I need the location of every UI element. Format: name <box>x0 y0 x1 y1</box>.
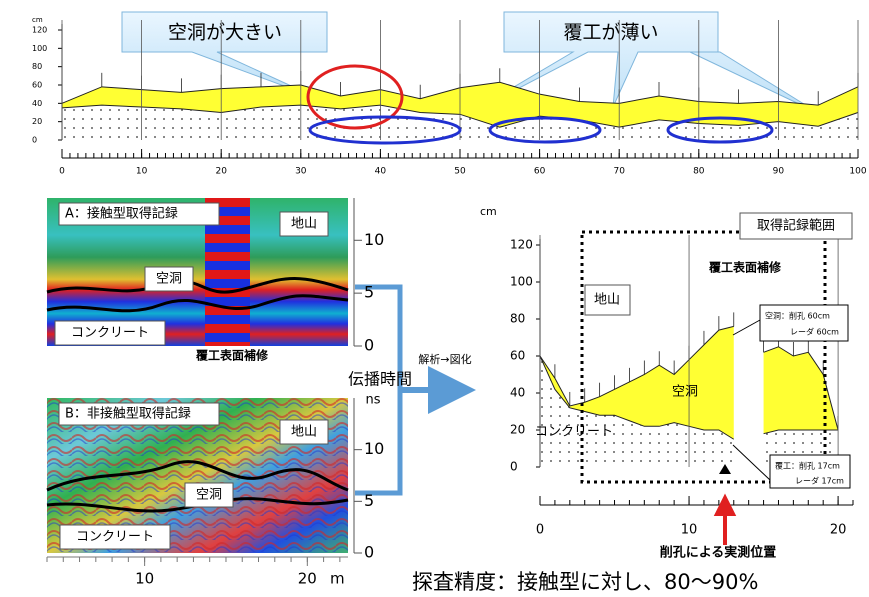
label-box <box>279 211 329 237</box>
x-tick-label: 10 <box>681 523 698 538</box>
y-tick-label: 120 <box>510 238 533 252</box>
y-tick-label: 0 <box>510 460 518 474</box>
y-tick-label: 20 <box>510 423 525 437</box>
caption: 探査精度：接触型に対し、80～90% <box>412 570 758 594</box>
y-tick-label: 80 <box>510 312 525 326</box>
note-box <box>769 454 851 489</box>
region-label: 地山 <box>291 425 317 440</box>
y-tick-label: 120 <box>32 26 47 35</box>
label-box <box>279 419 329 445</box>
label-box <box>59 524 171 550</box>
label-box <box>739 212 853 240</box>
x-tick-label: 80 <box>693 167 705 177</box>
label-box <box>184 482 234 508</box>
x-tick-label: 10 <box>136 167 148 177</box>
lining-fill <box>540 326 734 440</box>
callout: 空洞が大きい <box>121 11 328 101</box>
y-tick-label: 10 <box>364 230 384 249</box>
x-tick-label: 100 <box>849 167 866 177</box>
trace <box>46 460 349 492</box>
x-tick-label: 50 <box>454 167 466 177</box>
label-box <box>144 266 194 292</box>
note: レーダ 60cm <box>790 327 839 337</box>
leader <box>732 319 761 336</box>
y-tick-label: 100 <box>510 275 533 289</box>
lining-fill <box>763 346 839 434</box>
label-box <box>58 202 220 226</box>
chart-title: 覆工表面補修 <box>708 260 782 275</box>
panel-title: A：接触型取得記録 <box>65 206 178 222</box>
region-label: 地山 <box>594 293 620 308</box>
highlight <box>488 116 602 144</box>
region-label: 取得記録範囲 <box>757 218 835 234</box>
y-tick-label: 0 <box>364 336 374 355</box>
y-tick-label: 60 <box>32 81 42 90</box>
callout-text: 空洞が大きい <box>168 22 282 44</box>
y-tick-label: 0 <box>32 136 37 145</box>
y-tick-label: 5 <box>364 491 374 510</box>
x-tick-label: 60 <box>534 167 546 177</box>
region-label: コンクリート <box>76 530 154 545</box>
region-label: コンクリート <box>535 425 613 440</box>
y-tick-label: 10 <box>364 439 384 458</box>
highlight <box>306 64 404 130</box>
trace <box>46 294 349 313</box>
note-box <box>759 304 849 342</box>
x-tick-label: 10 <box>135 570 154 588</box>
y-tick-label: 20 <box>32 117 42 126</box>
x-tick-label: 20 <box>830 523 847 538</box>
x-tick-label: 20 <box>215 167 227 177</box>
panel-title: B：非接触型取得記録 <box>65 406 191 422</box>
note: レーダ 17cm <box>795 476 844 486</box>
label-box <box>54 320 166 346</box>
x-tick-label: 70 <box>613 167 625 177</box>
highlight <box>308 115 462 145</box>
note: 覆工：削孔 17cm <box>775 461 840 471</box>
y-tick-label: 5 <box>364 283 374 302</box>
x-tick-label: 40 <box>375 167 387 177</box>
note: 空洞：削孔 60cm <box>765 311 830 321</box>
y-tick-label: 80 <box>32 62 42 71</box>
concrete-fill <box>540 356 734 467</box>
region-label: 地山 <box>291 217 317 232</box>
arrow-label: 解析→図化 <box>418 352 471 366</box>
region-label: 空洞 <box>196 488 222 503</box>
x-tick-label: 0 <box>59 167 65 177</box>
series-line <box>539 355 735 440</box>
x-tick-label: 20 <box>298 570 317 588</box>
series-line <box>539 325 734 407</box>
marker-label: 削孔による実測位置 <box>660 545 777 561</box>
x-tick-label: 90 <box>773 167 785 177</box>
marker <box>719 464 731 474</box>
region-label: 空洞 <box>672 385 698 400</box>
x-tick-label: 30 <box>295 167 307 177</box>
trace <box>46 277 349 294</box>
callout: 覆工が薄い <box>457 11 821 121</box>
y-tick-label: 40 <box>510 386 525 400</box>
y-tick-label: 100 <box>32 44 47 53</box>
leader <box>732 444 771 481</box>
record-range <box>580 230 827 484</box>
y-axis-label: cm <box>480 205 497 218</box>
callout-text: 覆工が薄い <box>563 22 658 44</box>
label-box <box>58 402 220 426</box>
y-tick-label: 40 <box>32 99 42 108</box>
y-tick-label: 60 <box>510 349 525 363</box>
annotation: 覆工表面補修 <box>195 348 269 363</box>
y-tick-label: 0 <box>364 543 374 562</box>
axis-title: 伝播時間 <box>348 370 412 389</box>
highlight <box>666 116 774 144</box>
measure-arrow <box>713 493 737 545</box>
region-label: 空洞 <box>156 272 182 287</box>
region-label: コンクリート <box>71 326 149 341</box>
axis-unit: ns <box>365 393 380 408</box>
y-axis-label: cm <box>32 16 43 24</box>
x-axis-label: m <box>330 570 345 588</box>
connector <box>355 284 403 496</box>
label-box <box>584 284 631 316</box>
x-tick-label: 0 <box>536 523 544 538</box>
